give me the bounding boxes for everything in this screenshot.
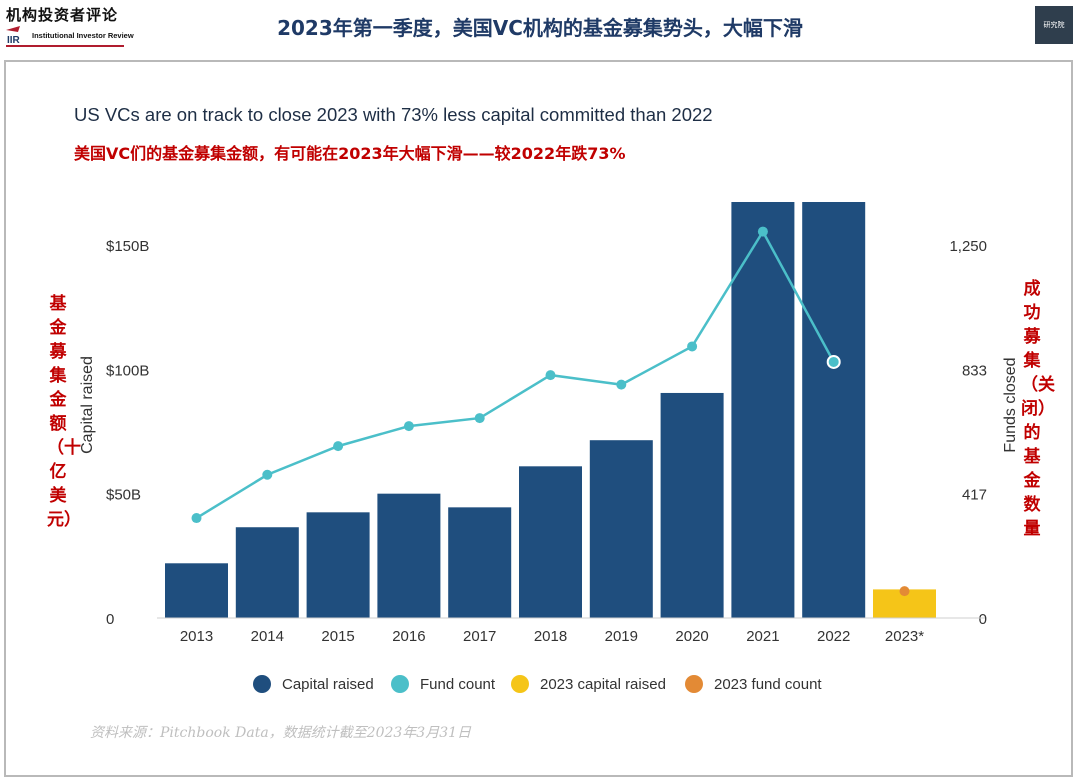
left-tick-label: $50B [106,487,141,504]
left-tick-label: 0 [106,611,114,628]
x-tick-label: 2020 [675,628,708,645]
fund-count-point [826,354,841,369]
legend-label: Fund count [420,676,496,693]
fund-count-point [757,226,768,237]
chart-frame [4,60,1073,777]
x-tick-label: 2019 [605,628,638,645]
chart-subtitle-cn: 美国VC们的基金募集金额，有可能在2023年大幅下滑——较2022年跌73% [74,144,626,163]
fund-count-2023-point [899,586,910,597]
legend-swatch [391,675,409,693]
x-tick-label: 2013 [180,628,213,645]
fund-count-point [545,370,556,381]
bars [165,202,936,618]
logo-mark-icon: IIR [6,26,21,44]
left-tick-label: $100B [106,362,149,379]
legend-label: 2023 fund count [714,676,822,693]
x-axis-ticks: 2013 2014 2015 2016 2017 2018 2019 2020 2021 2022… [180,628,924,645]
bar-capital-2021 [731,202,795,618]
x-tick-label: 2023* [885,628,924,645]
x-tick-label: 2017 [463,628,496,645]
legend-label: Capital raised [282,676,374,693]
bar-capital-2018 [519,466,582,618]
bar-capital-2020 [660,392,724,618]
x-tick-label: 2021 [746,628,779,645]
bar-capital-2022 [802,202,866,618]
right-axis-label: Funds closed [1002,357,1019,452]
right-tick-label: 417 [962,487,987,504]
fund-count-series [191,226,910,597]
fund-count-line [195,229,835,520]
left-tick-label: $150B [106,238,149,255]
x-tick-label: 2015 [321,628,354,645]
source-note: 资料来源：Pitchbook Data，数据统计截至2023年3月31日 [90,725,472,741]
header: 机构投资者评论 IIR Institutional Investor Revie… [0,0,1080,56]
right-tick-label: 833 [962,362,987,379]
fund-count-point [333,441,344,452]
fund-count-point [687,341,698,352]
right-tick-label: 1,250 [949,238,987,255]
fund-count-point [616,379,627,390]
x-tick-label: 2022 [817,628,850,645]
fund-count-point [262,469,273,480]
bar-capital-2013 [165,563,228,618]
bar-capital-2017 [448,507,512,618]
right-axis-label-cn: 成功募集（关闭）的基金数量 [1021,279,1055,539]
bar-capital-2015 [306,512,370,618]
x-tick-label: 2014 [251,628,284,645]
badge-icon: 研究院 [1035,6,1073,44]
fund-count-point [474,413,485,424]
logo-rule [6,45,124,47]
x-tick-label: 2018 [534,628,567,645]
fund-count-point [403,421,414,432]
legend: Capital raised Fund count 2023 capital rai… [253,675,822,693]
bar-capital-2016 [377,493,441,618]
legend-swatch [685,675,703,693]
legend-swatch [511,675,529,693]
logo: 机构投资者评论 IIR Institutional Investor Revie… [6,4,134,48]
right-tick-label: 0 [979,611,987,628]
x-tick-label: 2016 [392,628,425,645]
chart-title: US VCs are on track to close 2023 with 7… [74,104,713,125]
fund-count-point [191,513,202,524]
legend-swatch [253,675,271,693]
legend-label: 2023 capital raised [540,676,666,693]
left-axis-label-cn: 基金募集金额（十亿美元） [47,294,81,530]
logo-mark-text: IIR [7,35,21,44]
left-axis-label: Capital raised [79,356,96,454]
logo-en-text: Institutional Investor Review [32,31,134,40]
page-title: 2023年第一季度，美国VC机构的基金募集势头，大幅下滑 [277,16,803,40]
bar-capital-2014 [235,527,299,618]
bar-capital-2019 [589,440,653,618]
left-axis-ticks: 0 $50B $100B $150B [106,238,149,628]
right-axis-ticks: 0 417 833 1,250 [949,238,987,628]
logo-cn-text: 机构投资者评论 [6,6,119,24]
